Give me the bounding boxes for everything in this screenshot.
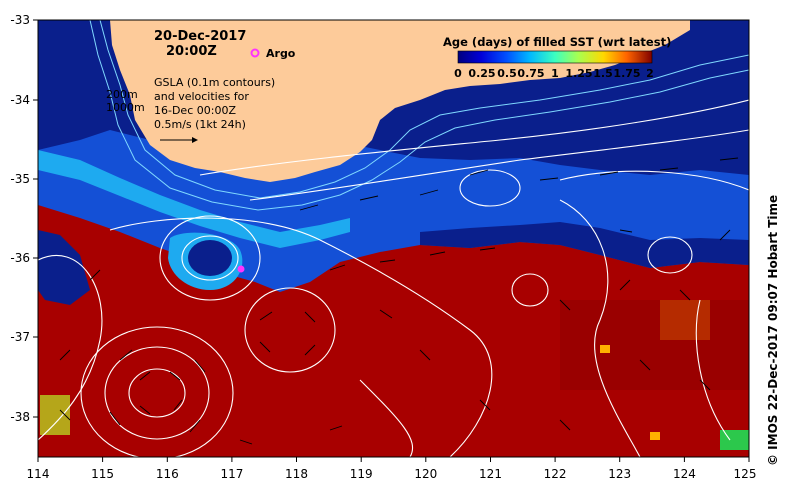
lat-tick-label: -33 bbox=[10, 13, 30, 27]
old-data-patch bbox=[560, 300, 749, 390]
colorbar-tick: 1.25 bbox=[565, 67, 592, 80]
lon-tick-label: 120 bbox=[414, 467, 437, 481]
gsla-contours bbox=[38, 99, 749, 457]
cyan-filament bbox=[38, 150, 350, 248]
lon-tick-label: 117 bbox=[220, 467, 243, 481]
age-colorbar: Age (days) of filled SST (wrt latest) 0 … bbox=[443, 35, 671, 80]
lon-tick-label: 115 bbox=[91, 467, 114, 481]
latitude-axis: -33 -34 -35 -36 -37 -38 bbox=[10, 13, 30, 424]
colorbar-title: Age (days) of filled SST (wrt latest) bbox=[443, 35, 671, 49]
colorbar-tick: 2 bbox=[646, 67, 654, 80]
lon-tick-label: 119 bbox=[350, 467, 373, 481]
argo-legend-icon bbox=[250, 48, 260, 58]
colorbar-gradient bbox=[457, 50, 653, 64]
isobath-200m-label: 200m bbox=[106, 88, 138, 101]
velocity-arrows bbox=[59, 157, 739, 445]
lon-tick-label: 124 bbox=[673, 467, 696, 481]
lon-tick-label: 118 bbox=[285, 467, 308, 481]
lon-tick-label: 121 bbox=[479, 467, 502, 481]
argo-float-marker[interactable] bbox=[237, 265, 245, 273]
lat-tick-label: -37 bbox=[10, 330, 30, 344]
colorbar-tick: 1 bbox=[551, 67, 559, 80]
isobath-200m bbox=[99, 20, 749, 199]
colorbar-tick: 0.75 bbox=[517, 67, 544, 80]
map-time: 20:00Z bbox=[166, 44, 217, 59]
colorbar-tick: 0 bbox=[454, 67, 462, 80]
gsla-note-line: and velocities for bbox=[154, 90, 249, 103]
speck-group bbox=[720, 430, 749, 450]
lon-tick-label: 122 bbox=[544, 467, 567, 481]
gsla-note-line: 16-Dec 00:00Z bbox=[154, 104, 236, 117]
colorbar-tick: 1.75 bbox=[613, 67, 640, 80]
axis-tick-marks bbox=[33, 19, 750, 462]
map-field bbox=[38, 20, 749, 457]
lat-tick-label: -36 bbox=[10, 251, 30, 265]
speck-group bbox=[600, 345, 610, 353]
lon-tick-label: 116 bbox=[156, 467, 179, 481]
argo-legend-label: Argo bbox=[266, 47, 296, 60]
colorbar-tick: 0.5 bbox=[497, 67, 517, 80]
map-date: 20-Dec-2017 bbox=[154, 29, 246, 44]
lon-tick-label: 123 bbox=[608, 467, 631, 481]
deep-blue-strip bbox=[420, 222, 749, 268]
gsla-note-line: 0.5m/s (1kt 24h) bbox=[154, 118, 246, 131]
isobath-1000m bbox=[89, 20, 749, 211]
eddy-core bbox=[188, 240, 232, 276]
lat-tick-label: -38 bbox=[10, 410, 30, 424]
speck-group bbox=[650, 432, 660, 440]
colorbar-tick: 1.5 bbox=[593, 67, 613, 80]
lon-tick-label: 125 bbox=[734, 467, 757, 481]
southwest-dark-region bbox=[38, 230, 90, 305]
gsla-note-line: GSLA (0.1m contours) bbox=[154, 76, 275, 89]
scale-arrow-icon bbox=[160, 137, 198, 143]
colorbar-tick: 0.25 bbox=[468, 67, 495, 80]
isobath-1000m-label: 1000m bbox=[106, 101, 145, 114]
longitude-axis: 114 115 116 117 118 119 120 121 122 123 … bbox=[27, 467, 757, 481]
map-frame bbox=[37, 19, 750, 458]
lat-tick-label: -34 bbox=[10, 93, 30, 107]
imos-credit: © IMOS 22-Dec-2017 09:07 Hobart Time bbox=[766, 195, 780, 466]
speck-group bbox=[660, 300, 710, 340]
lat-tick-label: -35 bbox=[10, 172, 30, 186]
lon-tick-label: 114 bbox=[27, 467, 50, 481]
